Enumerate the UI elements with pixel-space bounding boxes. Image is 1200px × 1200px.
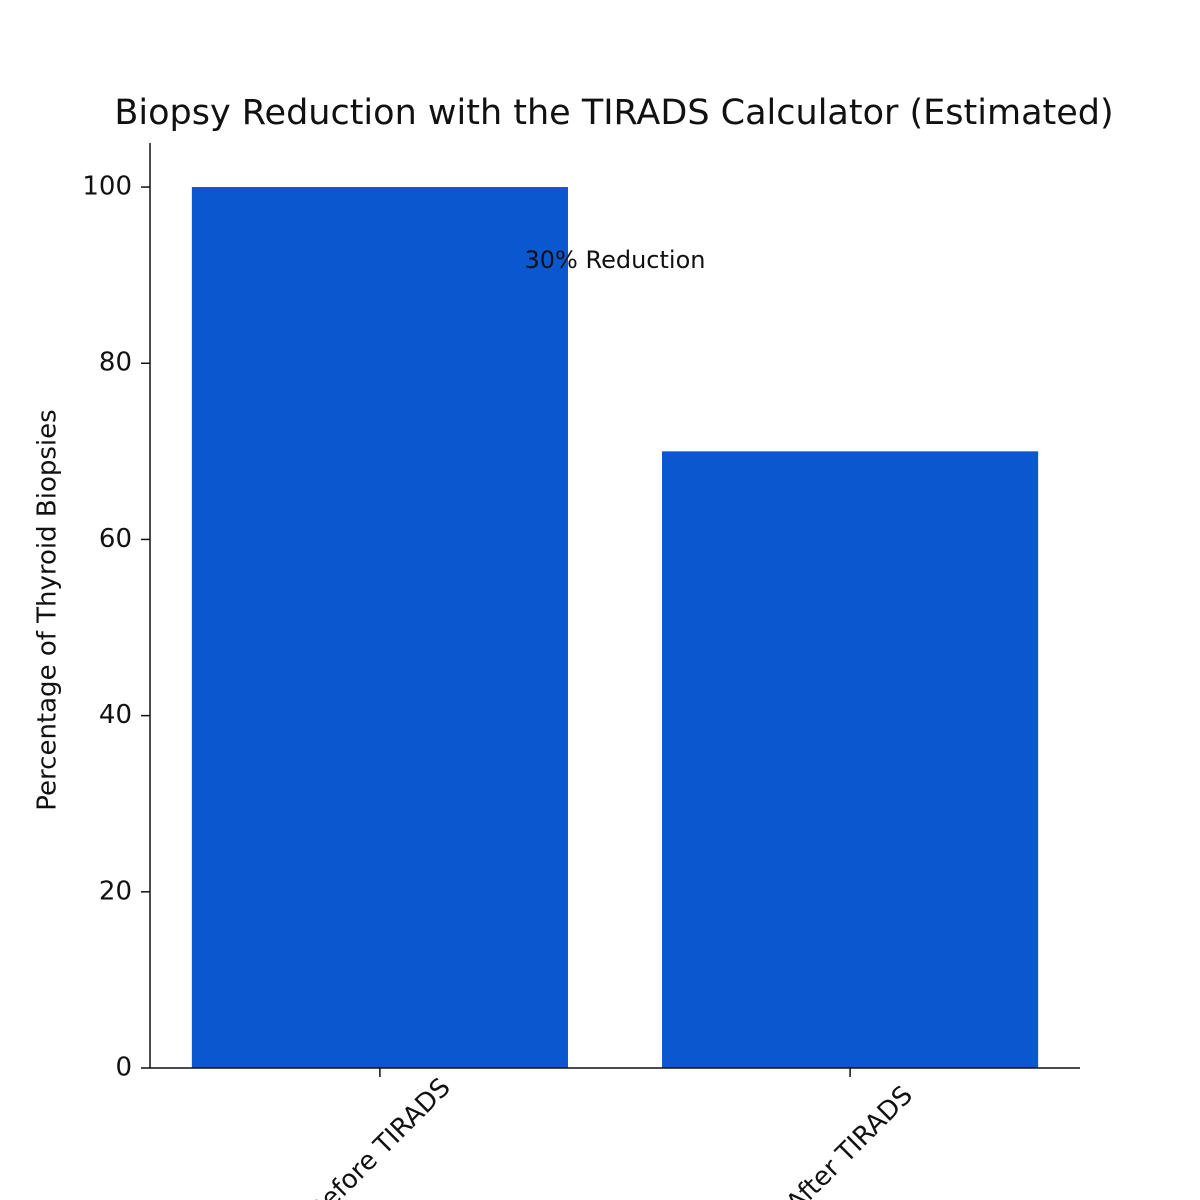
annotation: 30% Reduction: [525, 246, 706, 274]
y-tick-label: 80: [99, 348, 132, 378]
y-tick-label: 40: [99, 700, 132, 730]
y-tick-label: 60: [99, 524, 132, 554]
bar: [662, 451, 1039, 1068]
y-tick-label: 100: [82, 172, 132, 202]
chart-title: Biopsy Reduction with the TIRADS Calcula…: [114, 93, 1113, 133]
x-tick-label: After TIRADS: [781, 1080, 919, 1200]
bar: [191, 187, 568, 1069]
y-axis-label: Percentage of Thyroid Biopsies: [33, 409, 63, 810]
y-tick-label: 0: [115, 1053, 132, 1083]
y-tick-label: 20: [99, 876, 132, 906]
x-tick-label: Before TIRADS: [302, 1073, 456, 1200]
